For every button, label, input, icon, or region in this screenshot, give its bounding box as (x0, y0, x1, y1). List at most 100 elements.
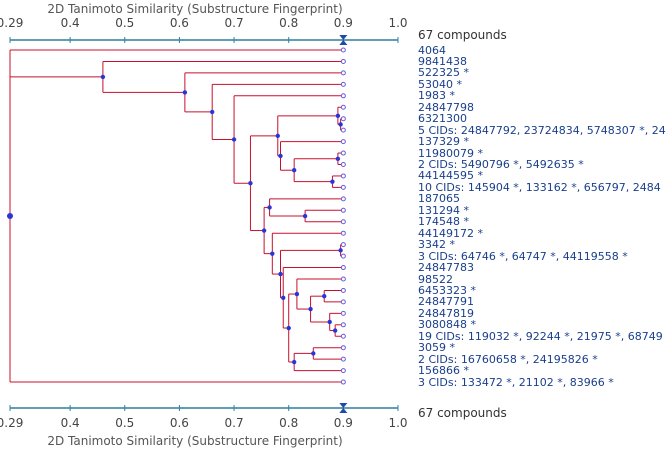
leaf-label[interactable]: 53040 * (418, 77, 462, 91)
leaf-label[interactable]: 11980079 * (418, 146, 483, 160)
cluster-node (291, 168, 297, 173)
tree-links (9, 49, 344, 383)
cluster-node (294, 291, 300, 297)
tick-label-bottom: 0.9 (333, 416, 353, 430)
tree-nodes (7, 47, 346, 385)
leaf-dot (340, 299, 346, 305)
leaf-label[interactable]: 174548 * (418, 215, 469, 229)
cutoff-marker-bottom (339, 403, 348, 413)
leaf-label[interactable]: 24847791 (418, 295, 474, 309)
leaf-dot (340, 379, 346, 385)
cluster-node (338, 122, 343, 127)
leaf-dot (340, 196, 346, 202)
leaf-label[interactable]: 3059 * (418, 341, 455, 355)
leaf-label[interactable]: 5 CIDs: 24847792, 23724834, 5748307 *, 2… (418, 123, 666, 137)
leaf-dot (340, 139, 346, 145)
leaf-label[interactable]: 44149172 * (418, 226, 483, 240)
tick-label-top: 0.4 (60, 16, 80, 30)
tick-label-top: 0.6 (169, 16, 189, 30)
leaf-dot (340, 265, 346, 271)
leaf-dot (340, 127, 346, 133)
leaf-dot (340, 368, 346, 374)
tick-label-top: 1.0 (388, 16, 408, 30)
leaf-label[interactable]: 137329 * (418, 135, 469, 149)
leaf-label[interactable]: 6453323 * (418, 283, 476, 297)
leaf-dot (340, 356, 346, 362)
leaf-label[interactable]: 131294 * (418, 203, 469, 217)
leaf-label[interactable]: 24847798 (418, 100, 474, 114)
cluster-node (7, 213, 13, 220)
leaf-label[interactable]: 3080848 * (418, 318, 476, 332)
tick-label-bottom: 0.7 (224, 416, 244, 430)
leaf-dot (340, 333, 346, 339)
cluster-node (302, 213, 308, 219)
tick-label-bottom: 0.5 (115, 416, 135, 430)
leaf-label[interactable]: 4064 (418, 43, 446, 57)
cluster-node (261, 228, 267, 233)
cluster-node (278, 271, 283, 277)
leaf-dot (340, 116, 346, 122)
cluster-node (322, 293, 327, 299)
cluster-node (278, 153, 283, 159)
tick-label-top: 0.7 (224, 16, 244, 30)
leaf-label[interactable]: 156866 * (418, 364, 469, 378)
leaf-dot (340, 219, 346, 225)
tick-label-bottom: 1.0 (388, 416, 408, 430)
bottom-axis-title: 2D Tanimoto Similarity (Substructure Fin… (47, 434, 343, 448)
leaf-dot (340, 207, 346, 213)
leaf-label[interactable]: 6321300 (418, 112, 467, 126)
leaf-label[interactable]: 24847819 (418, 306, 474, 320)
tick-label-top: 0.8 (279, 16, 299, 30)
leaf-dot (340, 287, 346, 293)
leaf-dot (340, 345, 346, 351)
leaf-label[interactable]: 9841438 (418, 54, 467, 68)
leaf-dot (340, 310, 346, 316)
leaf-label[interactable]: 19 CIDs: 119032 *, 92244 *, 21975 *, 687… (418, 329, 663, 343)
leaf-dot (340, 253, 346, 259)
leaf-dot (340, 81, 346, 87)
leaf-dot (340, 150, 346, 156)
tick-label-bottom: 0.8 (279, 416, 299, 430)
leaf-label[interactable]: 3 CIDs: 133472 *, 21102 *, 83966 * (418, 375, 614, 389)
cluster-node (281, 295, 286, 300)
cluster-node (291, 359, 297, 365)
tick-label-top: 0.9 (333, 16, 353, 30)
cluster-node (335, 113, 341, 119)
cluster-node (182, 90, 188, 95)
leaf-label[interactable]: 24847783 (418, 261, 474, 275)
leaf-label[interactable]: 44144595 * (418, 169, 483, 183)
tick-label-bottom: 0.4 (60, 416, 80, 430)
leaf-label[interactable]: 3 CIDs: 64746 *, 64747 *, 44119558 * (418, 249, 628, 263)
cluster-node (248, 181, 253, 186)
top-axis-title: 2D Tanimoto Similarity (Substructure Fin… (47, 2, 343, 16)
leaf-label[interactable]: 2 CIDs: 16760658 *, 24195826 * (418, 352, 598, 366)
tick-label-bottom: 0.29 (0, 416, 24, 430)
leaf-label[interactable]: 98522 (418, 272, 453, 286)
leaf-dot (340, 173, 346, 179)
bottom-compound-count: 67 compounds (418, 406, 507, 420)
cluster-node (330, 179, 335, 184)
cluster-node (267, 205, 272, 210)
leaf-label[interactable]: 10 CIDs: 145904 *, 133162 *, 656797, 248… (418, 180, 661, 194)
leaf-label[interactable]: 2 CIDs: 5490796 *, 5492635 * (418, 158, 584, 171)
leaf-dot (340, 58, 346, 64)
leaf-dot (340, 70, 346, 76)
cluster-node (275, 133, 280, 139)
leaf-label[interactable]: 3342 * (418, 238, 455, 252)
leaf-dot (340, 242, 346, 248)
leaf-dot (340, 47, 346, 53)
cluster-node (231, 137, 237, 142)
leaf-dot (340, 276, 346, 282)
cluster-node (332, 328, 338, 333)
cluster-node (209, 109, 215, 115)
leaf-label[interactable]: 522325 * (418, 66, 469, 80)
cutoff-marker-top (339, 35, 348, 45)
leaf-dot (340, 322, 346, 328)
leaf-dot (340, 104, 346, 110)
leaf-dot (340, 230, 346, 236)
cluster-node (327, 319, 332, 325)
leaf-label[interactable]: 187065 (418, 192, 460, 206)
leaf-label[interactable]: 1983 * (418, 89, 455, 103)
